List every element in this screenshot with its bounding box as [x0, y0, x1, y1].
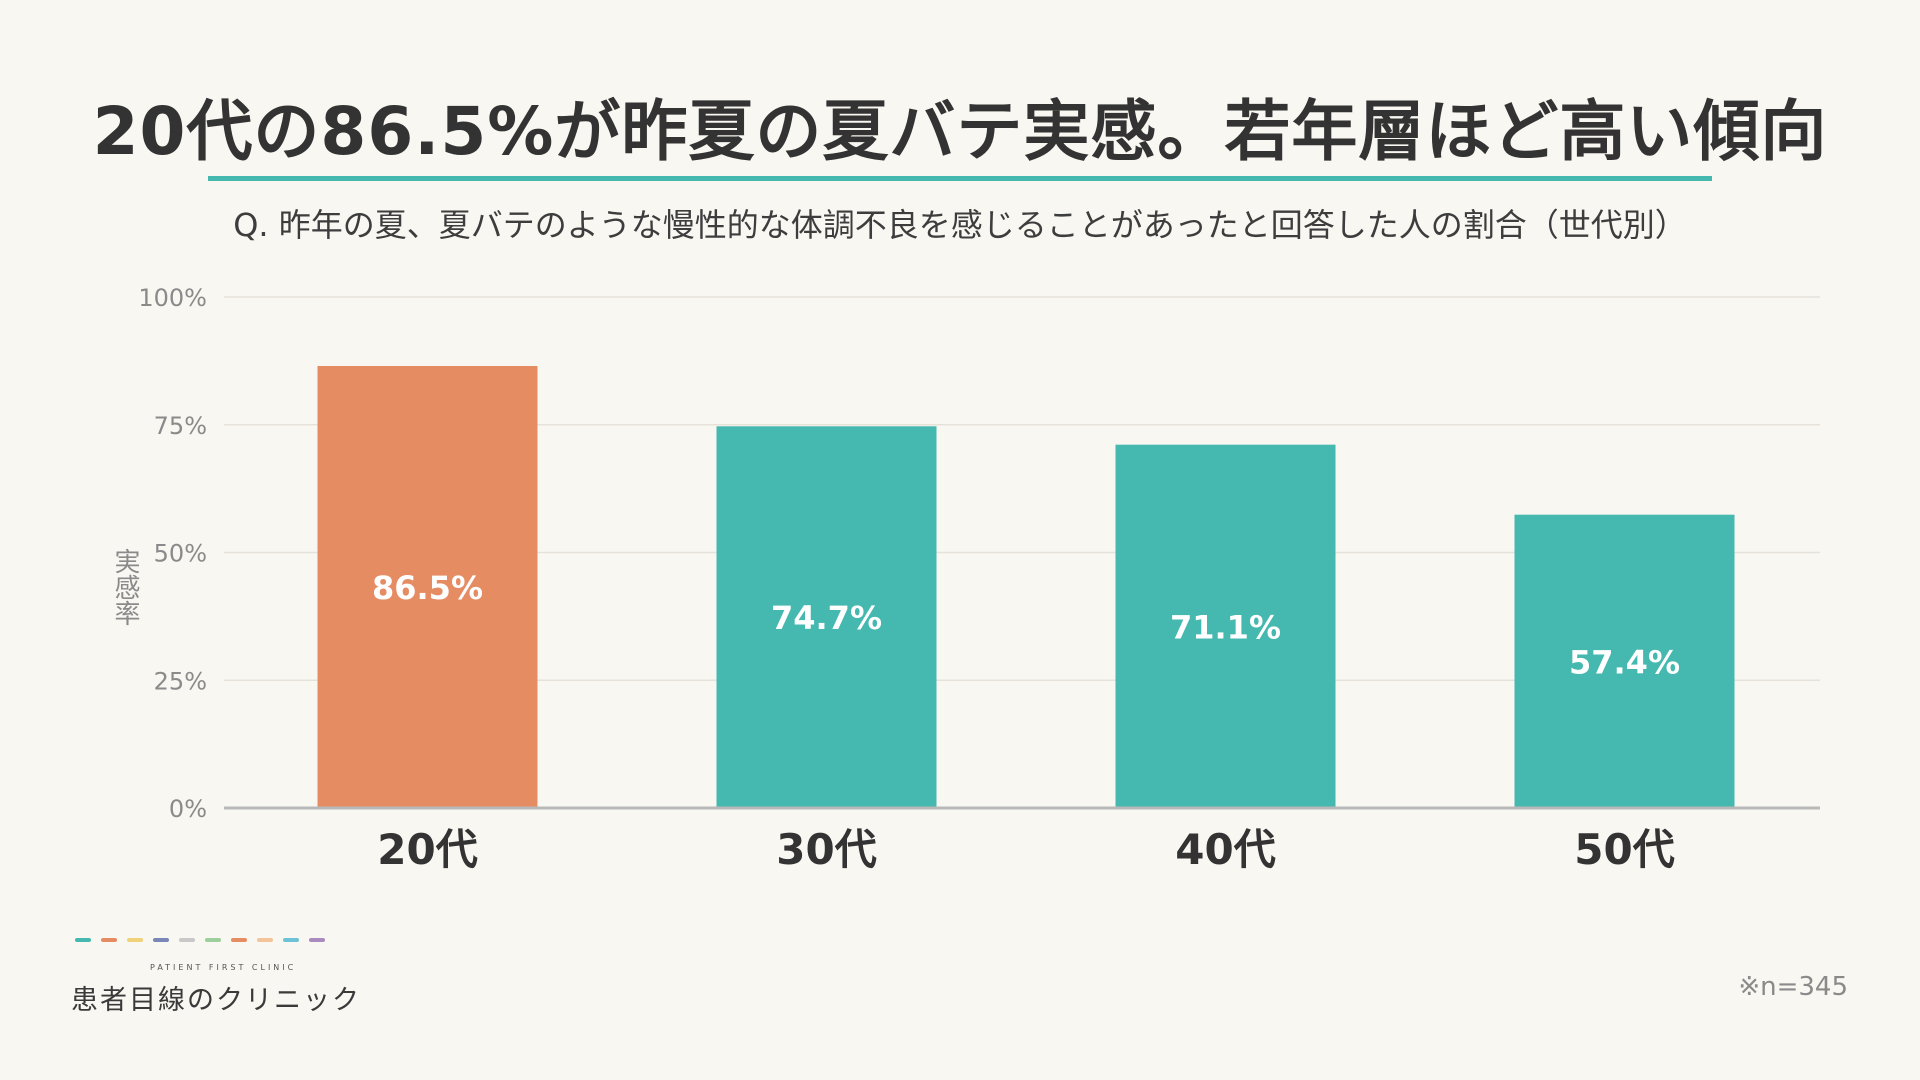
- brand-color-dashes: [75, 938, 325, 942]
- brand-dash: [231, 938, 247, 942]
- y-tick-label: 75%: [154, 412, 207, 440]
- bar-20代: [317, 365, 538, 808]
- page-title: 20代の86.5%が昨夏の夏バテ実感。若年層ほど高い傾向: [92, 93, 1828, 170]
- y-tick-label: 100%: [138, 284, 207, 312]
- bar-50代: [1514, 514, 1735, 808]
- bar-value-label: 74.7%: [771, 599, 882, 637]
- bar-chart: 0% 25% 50% 75% 100% 86.5% 74.7% 71.1% 57.4% 20代…: [138, 284, 1820, 874]
- bar-value-label: 86.5%: [372, 569, 483, 607]
- bar-value-label: 71.1%: [1170, 608, 1281, 646]
- question-subtitle: Q. 昨年の夏、夏バテのような慢性的な体調不良を感じることがあったと回答した人の…: [233, 206, 1687, 244]
- y-tick-label: 50%: [154, 540, 207, 568]
- bar-value-labels: 86.5% 74.7% 71.1% 57.4%: [372, 569, 1680, 681]
- x-tick-label: 20代: [377, 825, 477, 874]
- bar-40代: [1115, 444, 1336, 808]
- y-tick-label: 25%: [154, 667, 207, 695]
- brand-dash: [205, 938, 221, 942]
- brand-dash: [257, 938, 273, 942]
- x-tick-label: 40代: [1175, 825, 1275, 874]
- brand-dash: [127, 938, 143, 942]
- y-axis-label: 実感率: [110, 548, 140, 626]
- brand-dash: [179, 938, 195, 942]
- logo-subtitle: PATIENT FIRST CLINIC: [150, 963, 297, 972]
- brand-dash: [101, 938, 117, 942]
- bar-30代: [716, 426, 937, 808]
- brand-dash: [75, 938, 91, 942]
- x-axis-ticks: 20代 30代 40代 50代: [377, 825, 1674, 874]
- brand-dash: [309, 938, 325, 942]
- y-axis-ticks: 0% 25% 50% 75% 100%: [138, 284, 207, 823]
- x-tick-label: 30代: [776, 825, 876, 874]
- title-underline: [208, 176, 1712, 181]
- bars: [317, 365, 1735, 808]
- y-tick-label: 0%: [169, 795, 207, 823]
- sample-size-note: ※n=345: [1738, 972, 1848, 1002]
- brand-dash: [283, 938, 299, 942]
- clinic-logo: 患者目線のクリニック: [71, 985, 361, 1016]
- x-tick-label: 50代: [1574, 825, 1674, 874]
- bar-value-label: 57.4%: [1569, 643, 1680, 681]
- brand-dash: [153, 938, 169, 942]
